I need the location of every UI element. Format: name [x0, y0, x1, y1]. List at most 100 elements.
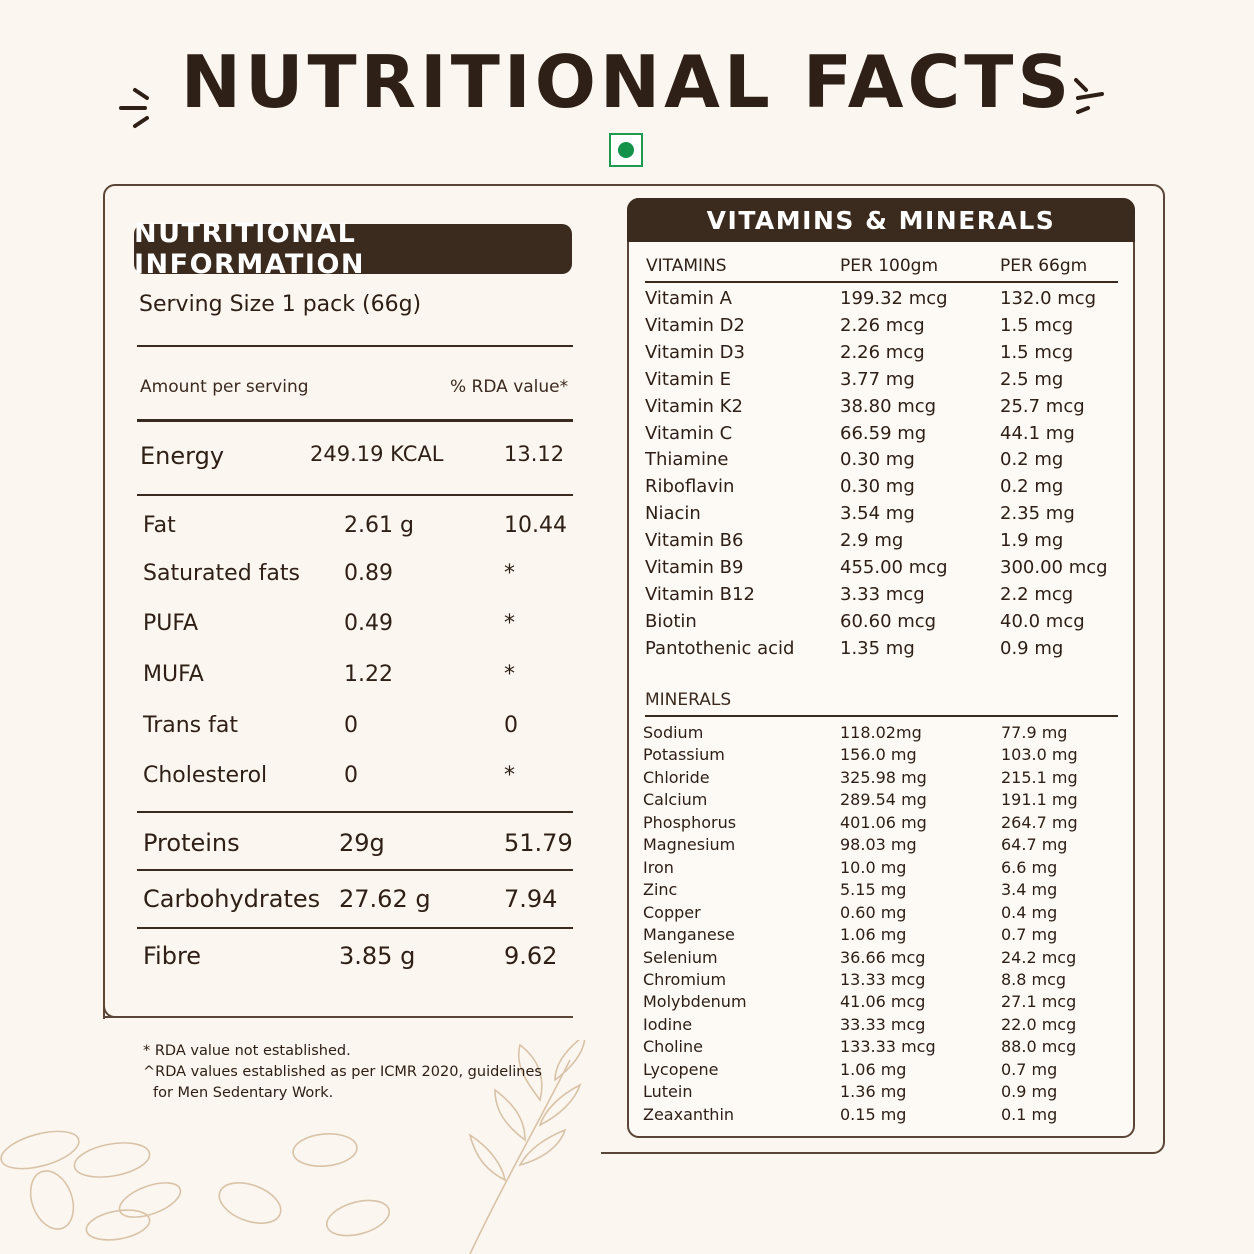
- mineral-name: Selenium: [643, 947, 718, 967]
- vitamin-per-66gm: 0.9 mg: [1000, 637, 1064, 659]
- nutrient-amount: 29g: [339, 829, 385, 857]
- nutrient-name: MUFA: [143, 662, 204, 687]
- vitamin-name: Vitamin D3: [645, 341, 745, 363]
- mineral-per-100gm: 1.36 mg: [840, 1082, 907, 1102]
- nutrient-rda: 9.62: [504, 942, 558, 970]
- vitamin-per-100gm: 2.26 mcg: [840, 314, 925, 336]
- mineral-per-66gm: 24.2 mcg: [1001, 947, 1077, 967]
- vitamin-name: Biotin: [645, 610, 697, 632]
- sparkle-right-icon: [1074, 78, 1104, 114]
- nutrient-rda: *: [504, 561, 515, 586]
- vitamin-name: Vitamin A: [645, 288, 732, 309]
- vitamin-per-66gm: 1.9 mg: [1000, 530, 1064, 552]
- vitamin-name: Niacin: [645, 503, 701, 525]
- vitamin-per-100gm: 3.54 mg: [840, 503, 915, 525]
- nutrient-rda: *: [504, 611, 515, 636]
- mineral-per-66gm: 88.0 mcg: [1001, 1037, 1077, 1057]
- footnote: * RDA value not established.: [143, 1043, 351, 1059]
- nutrient-name: Fibre: [143, 942, 202, 970]
- vitamin-per-66gm: 2.35 mg: [1000, 503, 1075, 525]
- divider: [137, 869, 573, 871]
- mineral-name: Manganese: [643, 925, 735, 945]
- veg-mark-icon: [609, 133, 643, 167]
- vitamin-per-66gm: 2.2 mcg: [1000, 583, 1074, 605]
- vitamin-per-100gm: 3.77 mg: [840, 368, 915, 390]
- nutrient-name: PUFA: [143, 611, 199, 636]
- vitamin-per-100gm: 3.33 mcg: [840, 583, 925, 605]
- mineral-per-66gm: 215.1 mg: [1001, 767, 1078, 787]
- nutrient-rda: 0: [504, 713, 518, 738]
- mineral-per-66gm: 191.1 mg: [1001, 790, 1078, 810]
- footnote: for Men Sedentary Work.: [153, 1085, 334, 1101]
- vitamin-name: Pantothenic acid: [645, 637, 795, 659]
- nutrient-name: Fat: [143, 513, 176, 538]
- mineral-per-100gm: 0.60 mg: [840, 902, 907, 922]
- nutrient-rda: 13.12: [504, 442, 565, 466]
- nutrient-name: Cholesterol: [143, 763, 268, 788]
- divider: [137, 345, 573, 347]
- mineral-per-66gm: 0.4 mg: [1001, 902, 1058, 922]
- nutrient-rda: 7.94: [504, 885, 558, 913]
- vitamins-minerals-heading: VITAMINS & MINERALS: [627, 198, 1135, 242]
- mineral-name: Lycopene: [643, 1059, 719, 1079]
- mineral-per-100gm: 0.15 mg: [840, 1104, 907, 1124]
- vitamin-per-100gm: 2.9 mg: [840, 530, 904, 552]
- serving-size: Serving Size 1 pack (66g): [139, 292, 422, 317]
- vitamin-name: Riboflavin: [645, 476, 735, 498]
- mineral-per-100gm: 401.06 mg: [840, 812, 927, 832]
- mineral-per-100gm: 33.33 mcg: [840, 1014, 926, 1034]
- mineral-per-66gm: 64.7 mg: [1001, 835, 1068, 855]
- nutrient-amount: 3.85 g: [339, 942, 416, 970]
- mineral-per-100gm: 41.06 mcg: [840, 992, 926, 1012]
- vitamin-per-100gm: 38.80 mcg: [840, 395, 937, 417]
- mineral-name: Zinc: [643, 880, 678, 900]
- frame-corner: [103, 990, 123, 1018]
- nutrient-name: Proteins: [143, 829, 240, 857]
- footnotes: * RDA value not established. ^RDA values…: [143, 1041, 542, 1104]
- rda-label: % RDA value*: [450, 377, 569, 397]
- mineral-per-100gm: 13.33 mcg: [840, 969, 926, 989]
- vitamin-name: Vitamin C: [645, 422, 733, 444]
- frame-bottom-line: [103, 1016, 573, 1018]
- mineral-per-100gm: 118.02mg: [840, 723, 922, 742]
- outer-frame: [103, 184, 1165, 1154]
- mineral-per-100gm: 1.06 mg: [840, 925, 907, 945]
- nutrient-name: Trans fat: [143, 713, 238, 738]
- mineral-per-66gm: 0.7 mg: [1001, 925, 1058, 945]
- mineral-name: Phosphorus: [643, 812, 737, 832]
- vitamin-per-66gm: 1.5 mcg: [1000, 341, 1074, 363]
- vitamin-per-66gm: 40.0 mcg: [1000, 610, 1085, 632]
- mineral-per-100gm: 98.03 mg: [840, 835, 917, 855]
- nutrient-amount: 27.62 g: [339, 885, 431, 913]
- vitamin-per-66gm: 25.7 mcg: [1000, 395, 1085, 417]
- vitamin-per-100gm: 1.35 mg: [840, 637, 915, 659]
- mineral-name: Molybdenum: [643, 992, 747, 1012]
- footnote: ^RDA values established as per ICMR 2020…: [143, 1064, 542, 1080]
- vitamins-col-header: VITAMINS: [646, 256, 727, 276]
- nutrient-name: Energy: [140, 442, 225, 470]
- mineral-per-66gm: 0.7 mg: [1001, 1059, 1058, 1079]
- divider: [645, 281, 1118, 283]
- nutrient-rda: 10.44: [504, 513, 567, 538]
- mineral-per-66gm: 27.1 mcg: [1001, 992, 1077, 1012]
- nutrient-amount: 0: [344, 713, 358, 738]
- nutrient-amount: 249.19 KCAL: [310, 442, 444, 466]
- vitamin-name: Vitamin B6: [645, 530, 744, 552]
- mineral-per-66gm: 77.9 mg: [1001, 723, 1068, 742]
- mineral-per-100gm: 36.66 mcg: [840, 947, 926, 967]
- vitamin-per-100gm: 455.00 mcg: [840, 557, 948, 578]
- nutrient-rda: 51.79: [504, 829, 573, 857]
- per-66gm-col-header: PER 66gm: [1000, 256, 1088, 276]
- divider: [137, 811, 573, 813]
- mineral-name: Potassium: [643, 745, 725, 765]
- mineral-per-100gm: 5.15 mg: [840, 880, 907, 900]
- mineral-name: Chloride: [643, 767, 710, 787]
- amount-per-serving-label: Amount per serving: [140, 377, 309, 397]
- vitamin-name: Vitamin B12: [645, 583, 755, 605]
- nutrient-amount: 0.49: [344, 611, 393, 636]
- mineral-per-66gm: 8.8 mcg: [1001, 969, 1067, 989]
- per-100gm-col-header: PER 100gm: [840, 256, 939, 276]
- mineral-name: Sodium: [643, 723, 704, 742]
- mineral-name: Calcium: [643, 790, 708, 810]
- mineral-per-66gm: 264.7 mg: [1001, 812, 1078, 832]
